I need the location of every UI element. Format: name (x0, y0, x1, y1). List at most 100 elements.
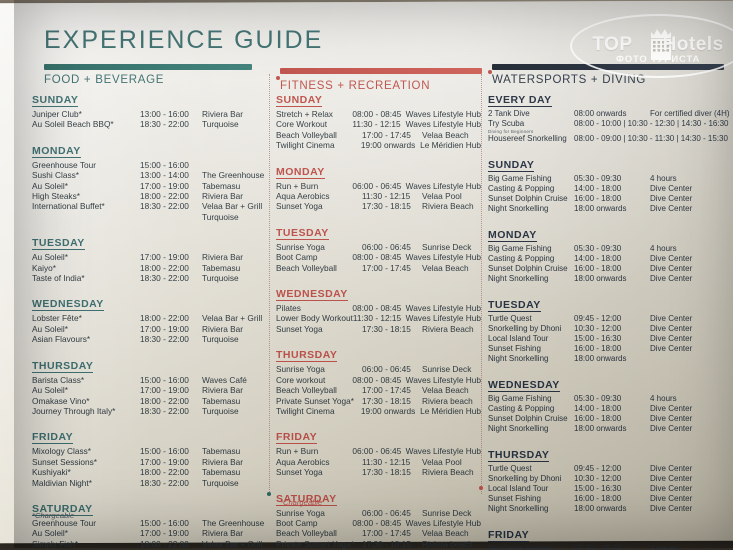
activity-list: Pilates 08:00 - 08:45 Waves Lifestyle Hub L… (276, 303, 481, 334)
activity-row: Boot Camp 08:00 - 08:45 Waves Lifestyle Hu… (276, 518, 481, 528)
activity-venue: Waves Lifestyle Hub (405, 109, 481, 119)
activity-name: Sunset Dolphin Cruise (488, 414, 568, 423)
day-block: TUESDAY Turtle Quest 09:45 - 12:00 Dive Cen… (488, 295, 733, 364)
activity-name: Beach Volleyball (276, 385, 337, 396)
activity-list: Sunrise Yoga 06:00 - 06:45 Sunrise Deck Boo… (276, 508, 481, 550)
activity-list: Greenhouse Tour 15:00 - 16:00 The Greenhou… (32, 518, 270, 550)
day-block: SATURDAY Sunrise Yoga 06:00 - 06:45 Sunrise… (276, 489, 481, 550)
activity-row: Turtle Quest 09:45 - 12:00 Dive Center (488, 464, 733, 474)
day-heading: FRIDAY (32, 431, 74, 445)
activity-name: Boot Camp (276, 252, 318, 263)
activity-venue: Velaa Beach (422, 385, 469, 396)
activity-time: 17:00 - 17:45 (362, 385, 411, 396)
activity-name: Au Soleil* (32, 180, 68, 191)
activity-venue: Turquoise (202, 119, 239, 130)
activity-venue: Sunrise Deck (422, 364, 472, 375)
activity-venue: Turquoise (202, 273, 239, 284)
activity-time: 14:00 - 18:00 (574, 404, 622, 413)
activity-name: Core Workout (276, 119, 328, 130)
activity-venue: Dive Center (650, 204, 693, 213)
day-heading: THURSDAY (488, 449, 550, 462)
activity-time: 17:00 - 17:45 (362, 528, 411, 539)
activity-row: Greenhouse Tour 15:00 - 16:00 (32, 160, 270, 170)
section-title-fitness: FITNESS + RECREATION (280, 80, 431, 92)
activity-name: Big Game Fishing (488, 174, 552, 183)
activity-row: Juniper Club* 13:00 - 16:00 Riviera Bar (32, 109, 270, 119)
activity-time: 06:00 - 06:45 (352, 180, 402, 191)
activity-time: 17:00 - 19:00 (140, 385, 189, 396)
activity-row: Sushi Class* 13:00 - 14:00 The Greenhouse (32, 170, 270, 180)
activity-name: Beach Volleyball (276, 262, 337, 273)
activity-row: Beach Volleyball 17:00 - 17:45 Velaa Beach (276, 528, 481, 538)
activity-time: 08:00 - 08:45 (352, 303, 402, 314)
activity-venue: Waves Lifestyle Hub (405, 119, 481, 130)
day-block: WEDNESDAY Pilates 08:00 - 08:45 Waves Lifes… (276, 284, 481, 334)
activity-row: 2 Tank Dive 08:00 onwards For certified di… (488, 109, 733, 119)
column-fitness-recreation: SUNDAY Stretch + Relax 08:00 - 08:45 Waves … (276, 90, 481, 549)
activity-time: 17:30 - 18:15 (362, 201, 411, 212)
activity-venue: Riviera Bar (202, 109, 244, 119)
activity-row: Stretch + Relax 08:00 - 08:45 Waves Lifest… (276, 109, 481, 119)
day-heading: MONDAY (32, 144, 81, 158)
activity-row: Sunset Fishing 16:00 - 18:00 Dive Center (488, 494, 733, 504)
activity-venue: Dive Center (650, 474, 693, 483)
day-heading: FRIDAY (488, 529, 530, 542)
activity-row: Aqua Aerobics 11:30 - 12:15 Velaa Pool (276, 457, 481, 467)
day-block: THURSDAY Turtle Quest 09:45 - 12:00 Dive Ce… (488, 445, 733, 514)
activity-venue: Dive Center (650, 334, 693, 343)
activity-venue: Tabemasu (202, 395, 241, 406)
activity-name: Snorkelling by Dhoni (488, 474, 562, 483)
activity-row: Sunset Yoga 17:30 - 18:15 Riviera Beach (276, 324, 481, 334)
activity-name: Twilight Cinema (276, 405, 335, 416)
day-block: TUESDAY Sunrise Yoga 06:00 - 06:45 Sunrise … (276, 223, 481, 273)
section-bar-fitness (280, 68, 482, 74)
activity-row: Snorkelling by Dhoni 10:30 - 12:00 Dive Ce… (488, 324, 733, 334)
activity-time: 17:00 - 17:45 (362, 129, 411, 140)
activity-time (140, 212, 202, 222)
activity-name: Au Soleil* (32, 252, 68, 263)
activity-name: Sunrise Yoga (276, 507, 325, 518)
activity-name: Aqua Aerobics (276, 191, 330, 202)
activity-name: Sushi Class* (32, 170, 80, 181)
activity-venue: Riviera Bar (202, 385, 244, 396)
day-heading: THURSDAY (276, 349, 338, 363)
activity-row: Night Snorkelling 18:00 onwards Dive Cente… (488, 424, 733, 434)
activity-time: 17:00 - 19:00 (140, 456, 189, 467)
day-heading: WEDNESDAY (276, 288, 348, 302)
activity-time: 06:00 - 06:45 (352, 446, 402, 457)
activity-list: Run + Burn 06:00 - 06:45 Waves Lifestyle H… (276, 181, 481, 212)
activity-row: Casting & Popping 14:00 - 18:00 Dive Cente… (488, 404, 733, 414)
activity-venue: Dive Center (650, 344, 693, 353)
day-block: SUNDAY Stretch + Relax 08:00 - 08:45 Waves … (276, 90, 481, 151)
activity-venue: Turquoise (202, 211, 239, 222)
activity-venue: The Greenhouse (202, 170, 265, 181)
activity-name: Run + Burn (276, 180, 319, 191)
activity-time: 10:30 - 12:00 (574, 474, 622, 483)
activity-time: 18:30 - 22:00 (140, 119, 189, 130)
activity-venue: Turquoise (202, 477, 239, 488)
day-block: THURSDAY Barista Class* 15:00 - 16:00 Waves… (32, 356, 270, 417)
activity-venue: Dive Center (650, 194, 693, 203)
activity-venue: Riviera Beach (422, 323, 474, 334)
activity-row: Big Game Fishing 05:30 - 09:30 4 hours (488, 174, 733, 184)
activity-row: Au Soleil* 17:00 - 19:00 Riviera Bar (32, 252, 270, 262)
activity-row: Maldivian Night* 18:30 - 22:00 Turquoise (32, 478, 270, 488)
activity-venue: Riviera Bar (202, 252, 244, 263)
day-block: FRIDAY Run + Burn 06:00 - 06:45 Waves Lifes… (276, 427, 481, 477)
activity-venue: For certified diver (4H) (650, 109, 730, 118)
activity-row: Au Soleil* 17:00 - 19:00 Riviera Bar (32, 324, 270, 334)
activity-row: Sunrise Yoga 06:00 - 06:45 Sunrise Deck (276, 508, 481, 518)
activity-list: Juniper Club* 13:00 - 16:00 Riviera Bar Au … (32, 109, 270, 130)
activity-venue: Waves Lifestyle Hub (405, 180, 481, 191)
activity-time: 18:30 - 22:00 (140, 201, 189, 212)
day-heading: SUNDAY (32, 94, 79, 107)
activity-name: Sunset Dolphin Cruise (488, 264, 568, 273)
activity-name: Lower Body Workout (276, 313, 353, 324)
activity-name: Beach Volleyball (276, 528, 337, 539)
activity-venue: Riviera Beach (422, 201, 474, 212)
activity-venue: Tabemasu (202, 180, 241, 191)
activity-venue: Velaa Beach (422, 262, 469, 273)
activity-name: Sunset Yoga (276, 323, 323, 334)
day-block: WEDNESDAY Lobster Fête* 18:00 - 22:00 Velaa… (32, 294, 270, 344)
